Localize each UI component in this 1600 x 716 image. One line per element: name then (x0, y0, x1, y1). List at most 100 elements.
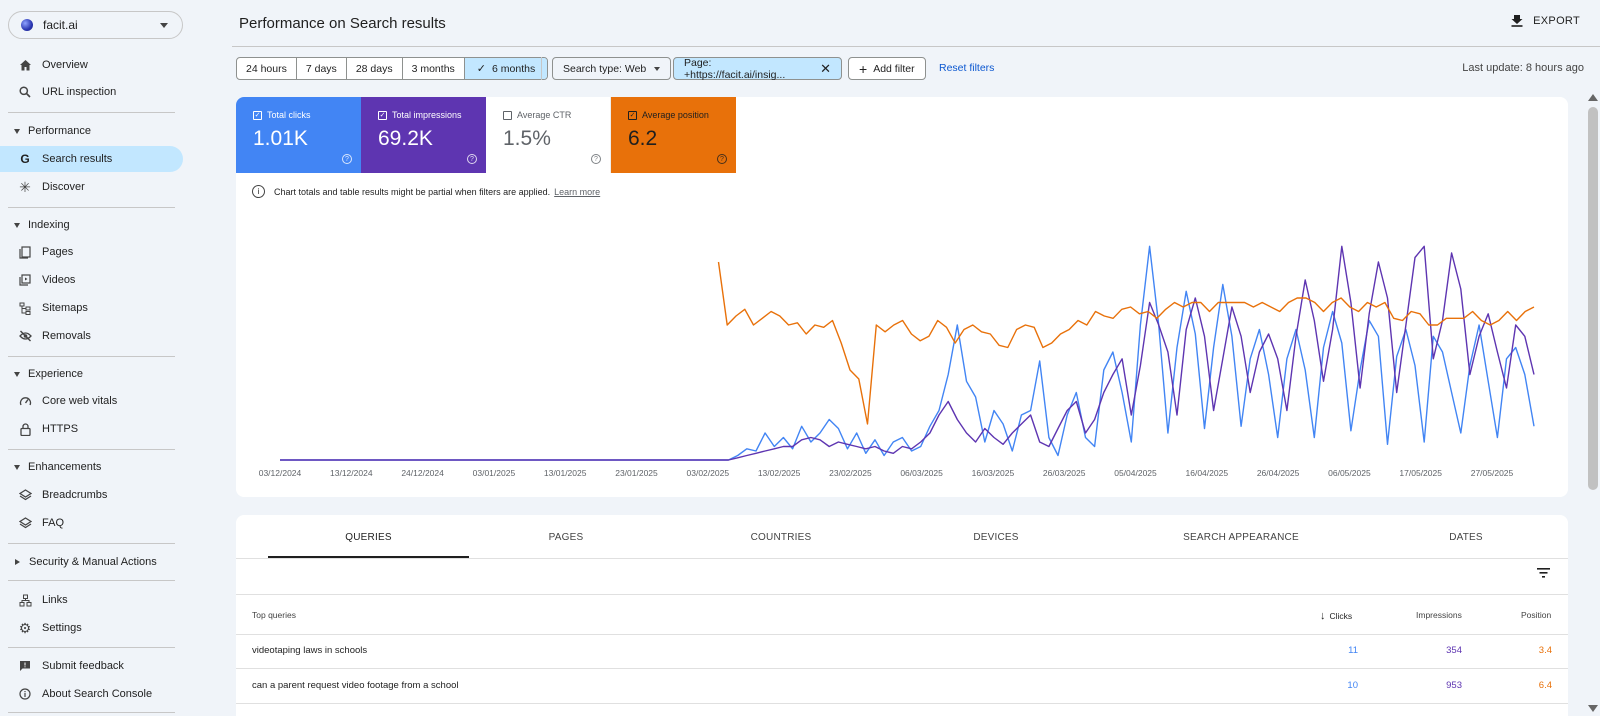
performance-chart: 03/12/2024 13/12/2024 24/12/2024 03/01/2025… (259, 245, 1535, 478)
sidebar-item-discover[interactable]: ✳ Discover (0, 174, 183, 200)
divider (8, 356, 175, 357)
checkbox-checked-icon[interactable]: ✓ (378, 110, 387, 120)
x-tick-label: 27/05/2025 (1471, 468, 1514, 478)
active-tab-indicator (268, 556, 469, 558)
section-performance[interactable]: Performance (0, 121, 183, 141)
section-label: Indexing (28, 219, 70, 231)
sidebar-item-label: Links (42, 594, 68, 606)
search-type-filter[interactable]: Search type: Web (552, 57, 672, 80)
sidebar-item-videos[interactable]: Videos (0, 267, 183, 293)
range-24-hours[interactable]: 24 hours (237, 58, 297, 79)
export-label: EXPORT (1533, 14, 1580, 27)
x-tick-label: 13/12/2024 (330, 468, 373, 478)
sidebar-item-label: Search results (42, 153, 113, 165)
plus-icon: + (859, 60, 868, 77)
series-line-total-impressions (280, 245, 1535, 461)
sidebar-item-submit-feedback[interactable]: Submit feedback (0, 653, 183, 679)
check-icon: ✓ (476, 63, 487, 75)
range-7-days[interactable]: 7 days (297, 58, 347, 79)
page-filter-chip[interactable]: Page: +https://facit.ai/insig... ✕ (673, 57, 842, 81)
sidebar-item-pages[interactable]: Pages (0, 239, 183, 265)
help-icon[interactable]: ? (591, 154, 601, 164)
learn-more-link[interactable]: Learn more (554, 186, 601, 197)
x-tick-label: 05/04/2025 (1114, 468, 1157, 478)
add-filter-label: Add filter (873, 62, 915, 75)
tab-devices[interactable]: DEVICES (973, 531, 1019, 543)
add-filter-button[interactable]: + Add filter (848, 57, 926, 80)
column-header-position[interactable]: Position (1521, 610, 1552, 620)
last-update-text: Last update: 8 hours ago (1462, 62, 1584, 74)
metric-label: Total clicks (267, 110, 311, 120)
x-tick-label: 06/03/2025 (900, 468, 943, 478)
date-range-selector: 24 hours 7 days 28 days 3 months ✓ 6 mon… (236, 57, 549, 80)
sidebar-item-breadcrumbs[interactable]: Breadcrumbs (0, 482, 183, 508)
sidebar-item-links[interactable]: Links (0, 587, 183, 613)
gauge-icon (18, 394, 32, 408)
table-divider (236, 594, 1568, 595)
expand-icon (14, 222, 20, 228)
divider (8, 449, 175, 450)
section-indexing[interactable]: Indexing (0, 215, 183, 235)
section-experience[interactable]: Experience (0, 364, 183, 384)
tab-dates[interactable]: DATES (1449, 531, 1483, 543)
help-icon[interactable]: ? (717, 154, 727, 164)
metric-average-ctr[interactable]: Average CTR 1.5% ? (486, 97, 611, 173)
tab-countries[interactable]: COUNTRIES (750, 531, 812, 543)
x-tick-label: 13/02/2025 (758, 468, 801, 478)
x-tick-label: 13/01/2025 (544, 468, 587, 478)
sidebar-item-url-inspection[interactable]: URL inspection (0, 79, 183, 105)
checkbox-checked-icon[interactable]: ✓ (253, 110, 262, 120)
tab-queries[interactable]: QUERIES (345, 531, 392, 543)
range-3-months[interactable]: 3 months (403, 58, 465, 79)
links-icon (18, 593, 32, 607)
sidebar-item-search-results[interactable]: G Search results (0, 146, 183, 172)
section-label: Experience (28, 368, 84, 380)
sidebar-item-https[interactable]: HTTPS (0, 416, 183, 442)
tab-search-appearance[interactable]: SEARCH APPEARANCE (1183, 531, 1299, 543)
sidebar-item-settings[interactable]: ⚙ Settings (0, 615, 183, 641)
expand-icon (14, 464, 20, 470)
section-security[interactable]: Security & Manual Actions (0, 552, 183, 572)
metric-total-impressions[interactable]: ✓ Total impressions 69.2K ? (361, 97, 486, 173)
metric-average-position[interactable]: ✓ Average position 6.2 ? (611, 97, 736, 173)
metric-value: 69.2K (378, 127, 433, 150)
metric-label: Average CTR (517, 110, 572, 120)
range-6-months[interactable]: ✓ 6 months (464, 58, 548, 79)
note-text: Chart totals and table results might be … (274, 186, 551, 197)
column-header-clicks[interactable]: ↓ Clicks (1320, 610, 1352, 622)
sidebar-item-label: Submit feedback (42, 660, 124, 672)
x-tick-label: 16/04/2025 (1186, 468, 1229, 478)
metric-total-clicks[interactable]: ✓ Total clicks 1.01K ? (236, 97, 361, 173)
divider (8, 207, 175, 208)
checkbox-checked-icon[interactable]: ✓ (628, 110, 637, 120)
scroll-up-arrow[interactable] (1588, 94, 1598, 101)
column-header-impressions[interactable]: Impressions (1416, 610, 1462, 620)
lock-icon (18, 422, 32, 436)
sidebar-item-about[interactable]: About Search Console (0, 681, 183, 707)
dropdown-caret-icon (654, 66, 661, 71)
home-icon (18, 58, 32, 72)
export-button[interactable]: EXPORT (1511, 14, 1580, 27)
reset-filters-link[interactable]: Reset filters (939, 62, 995, 74)
property-selector[interactable]: facit.ai (8, 11, 183, 39)
sidebar-item-label: Breadcrumbs (42, 489, 108, 501)
sidebar-item-sitemaps[interactable]: Sitemaps (0, 295, 183, 321)
section-enhancements[interactable]: Enhancements (0, 457, 183, 477)
sidebar-item-overview[interactable]: Overview (0, 52, 183, 78)
table-filter-icon[interactable] (1537, 568, 1550, 578)
dimension-tabs: QUERIES PAGES COUNTRIES DEVICES SEARCH A… (236, 515, 1568, 559)
close-icon[interactable]: ✕ (820, 60, 831, 76)
position-cell: 6.4 (1538, 680, 1552, 691)
scroll-down-arrow[interactable] (1588, 705, 1598, 712)
scrollbar-thumb[interactable] (1588, 107, 1598, 490)
tab-pages[interactable]: PAGES (548, 531, 584, 543)
sidebar-item-core-web-vitals[interactable]: Core web vitals (0, 388, 183, 414)
eye-off-icon (18, 329, 32, 343)
help-icon[interactable]: ? (467, 154, 477, 164)
sidebar-item-removals[interactable]: Removals (0, 323, 183, 349)
sidebar-item-faq[interactable]: FAQ (0, 510, 183, 536)
help-icon[interactable]: ? (342, 154, 352, 164)
range-28-days[interactable]: 28 days (347, 58, 403, 79)
checkbox-unchecked-icon[interactable] (503, 110, 512, 120)
metric-label: Average position (642, 110, 709, 120)
